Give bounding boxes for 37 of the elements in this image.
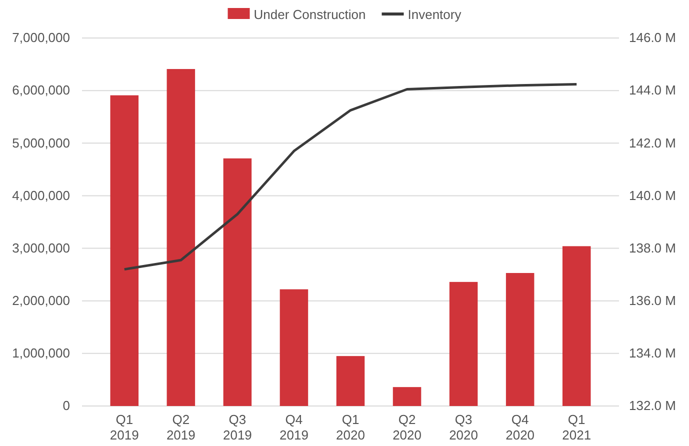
y-tick-label: 0 [62,398,70,414]
x-tick-label: Q4 2020 [506,412,535,443]
x-tick-label: Q1 2021 [562,412,592,443]
legend-label: Under Construction [254,7,366,22]
y-tick-label: 3,000,000 [12,240,70,256]
y-tick-label: 5,000,000 [12,135,70,150]
y-tick-label: 4,000,000 [12,188,70,203]
bar [392,387,422,406]
y2-tick-label: 134.0 M [629,346,676,361]
bar [223,158,252,406]
x-tick-label: Q4 2019 [280,412,308,443]
y2-tick-label: 138.0 M [629,240,676,256]
y2-tick-label: 146.0 M [629,30,676,46]
bar [506,272,534,406]
x-tick-label: Q2 2019 [166,412,196,443]
y2-tick-label: 142.0 M [629,135,676,150]
x-tick-label: Q1 2019 [110,412,139,443]
bar [166,69,196,406]
y-tick-label: 7,000,000 [12,30,70,46]
line-series [123,83,578,271]
x-tick-label: Q3 2019 [222,412,252,443]
y-tick-label: 1,000,000 [12,346,70,361]
y2-tick-label: 132.0 M [629,398,676,414]
x-tick-label: Q3 2020 [449,412,478,443]
y-tick-label: 6,000,000 [12,82,70,98]
y2-tick-label: 144.0 M [629,82,676,98]
x-tick-label: Q1 2020 [336,412,365,443]
y2-tick-label: 140.0 M [629,188,676,203]
bar [449,282,478,406]
bar [110,95,139,406]
bar [336,356,365,406]
y-tick-label: 2,000,000 [12,293,70,308]
y2-tick-label: 136.0 M [629,293,676,308]
bar [562,246,591,406]
bar [280,289,308,406]
legend-label: Inventory [408,7,462,22]
x-tick-label: Q2 2020 [392,412,422,443]
